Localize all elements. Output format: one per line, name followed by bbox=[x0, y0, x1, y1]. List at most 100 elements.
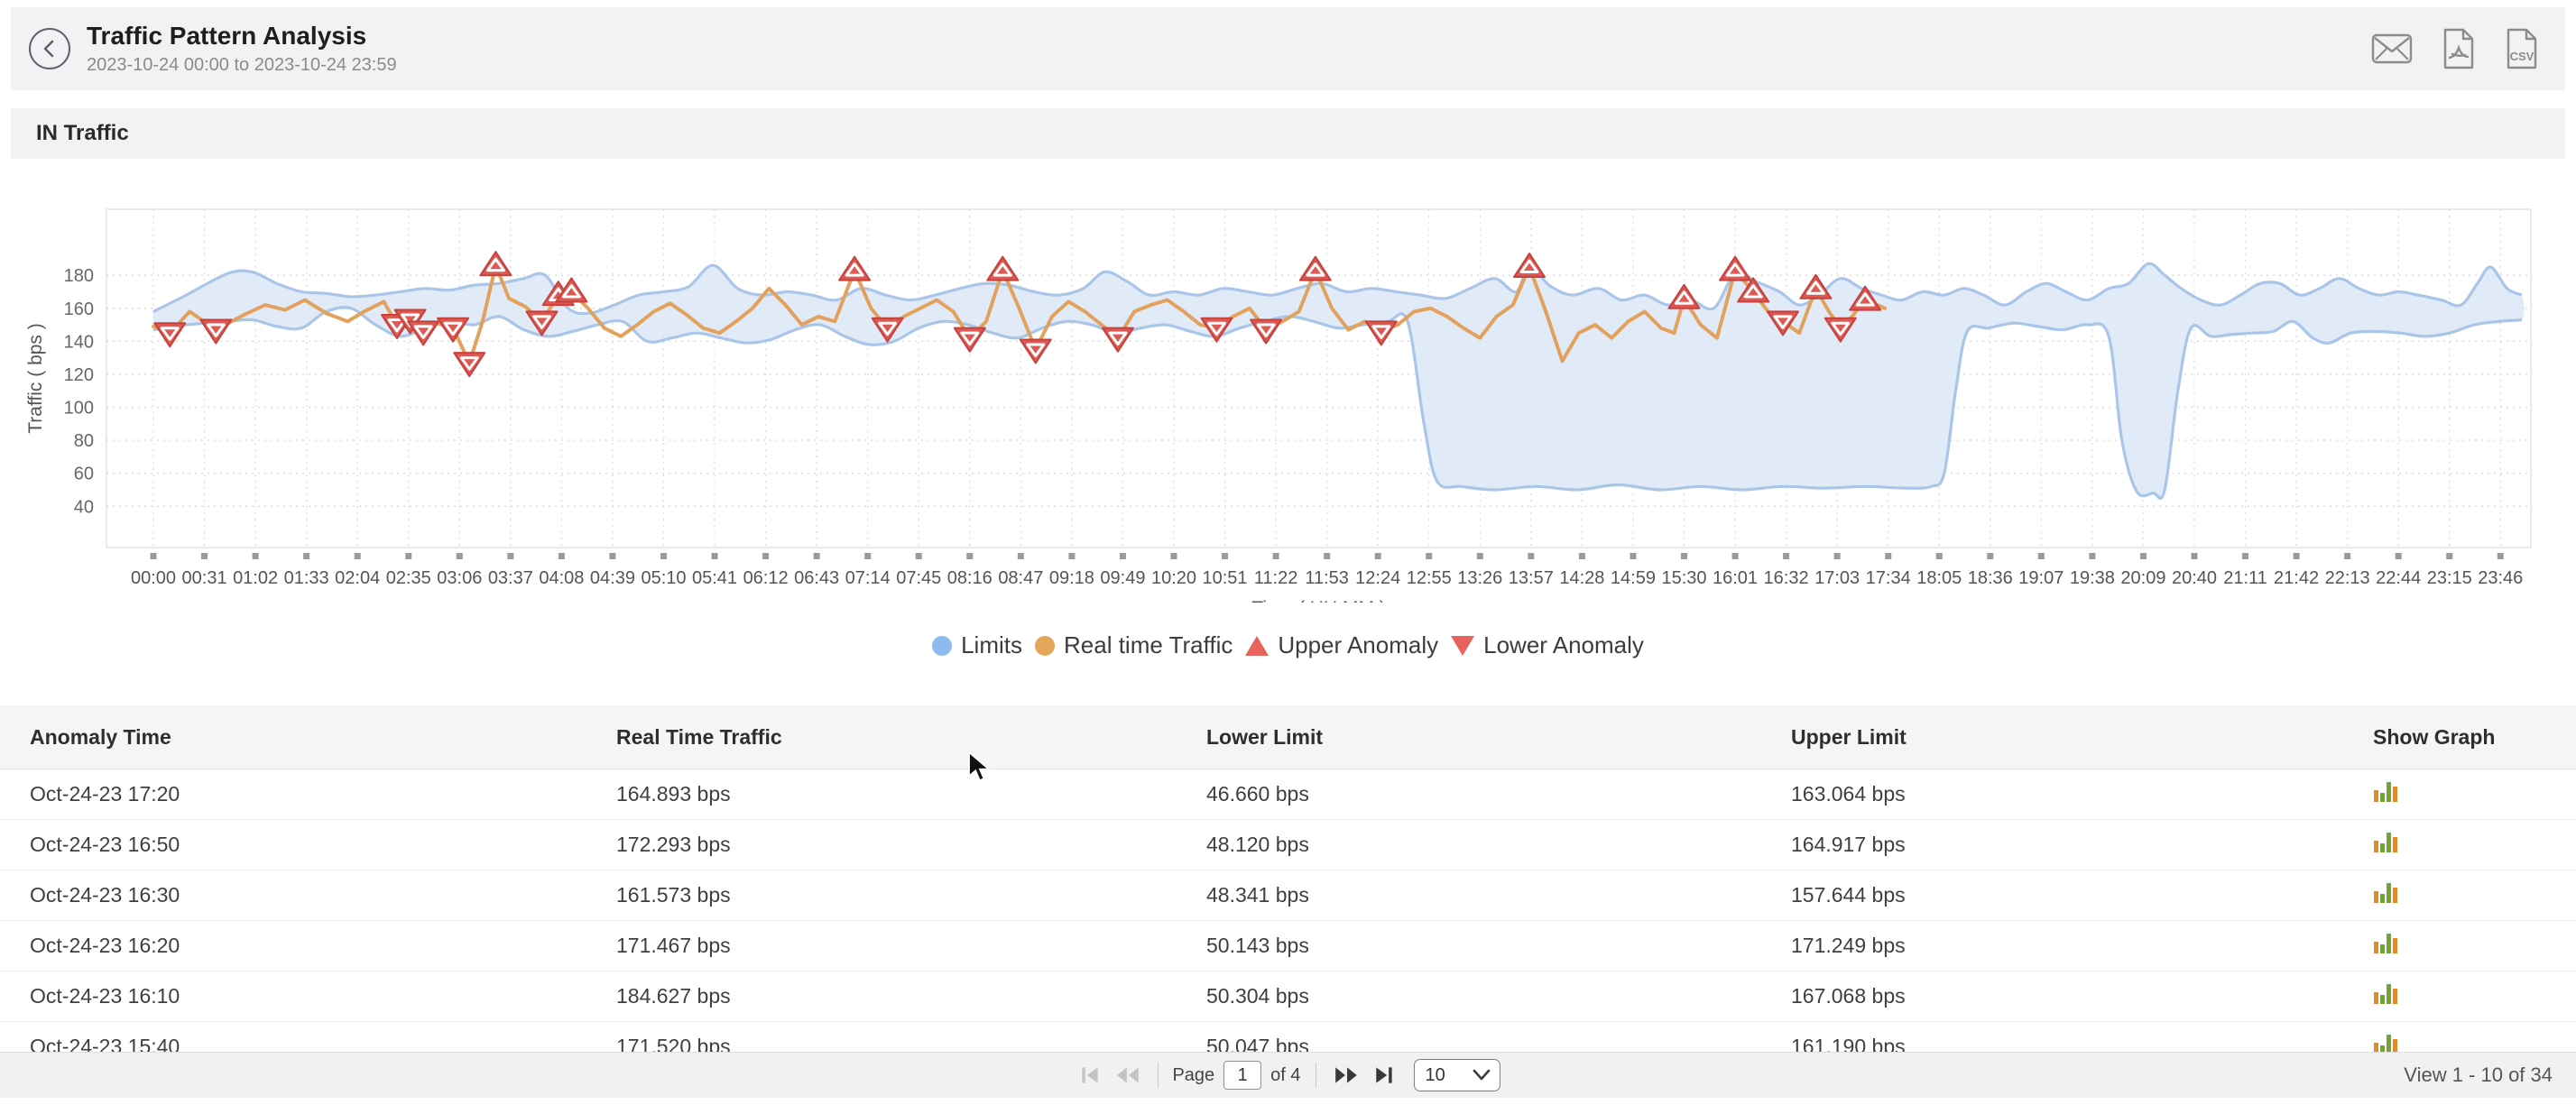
chart-legend: Limits Real time Traffic Upper Anomaly Lowe… bbox=[0, 631, 2576, 659]
upper-anomaly-marker bbox=[838, 255, 872, 281]
svg-text:07:14: 07:14 bbox=[845, 568, 891, 588]
lower-limit-cell: 50.047 bps bbox=[1177, 1021, 1761, 1052]
pagination-bar: Page of 4 10 View 1 - 10 of 34 bbox=[0, 1052, 2576, 1098]
upper-limit-cell: 163.064 bps bbox=[1761, 769, 2343, 820]
export-csv-icon[interactable]: CSV bbox=[2504, 28, 2540, 69]
anomaly-table-area: Anomaly Time Real Time Traffic Lower Lim… bbox=[0, 705, 2576, 1052]
lower-limit-cell: 50.143 bps bbox=[1177, 920, 1761, 971]
svg-text:23:46: 23:46 bbox=[2478, 568, 2523, 588]
anomaly-time-cell: Oct-24-23 16:30 bbox=[0, 870, 586, 921]
svg-text:160: 160 bbox=[64, 299, 94, 319]
svg-text:01:02: 01:02 bbox=[233, 568, 278, 588]
lower-limit-cell: 48.341 bps bbox=[1177, 870, 1761, 921]
upper-limit-cell: 157.644 bps bbox=[1761, 870, 2343, 921]
legend-item-real-time-traffic[interactable]: Real time Traffic bbox=[1035, 631, 1233, 659]
svg-text:00:00: 00:00 bbox=[131, 568, 176, 588]
legend-item-upper-anomaly[interactable]: Upper Anomaly bbox=[1245, 631, 1438, 659]
lower-limit-cell: 48.120 bps bbox=[1177, 819, 1761, 870]
chevron-left-icon bbox=[43, 40, 54, 58]
export-pdf-icon[interactable] bbox=[2441, 28, 2477, 69]
show-graph-button[interactable] bbox=[2373, 779, 2398, 804]
svg-text:03:37: 03:37 bbox=[488, 568, 533, 588]
anomaly-time-cell: Oct-24-23 15:40 bbox=[0, 1021, 586, 1052]
chevron-down-icon bbox=[1473, 1069, 1490, 1081]
show-graph-button[interactable] bbox=[2373, 880, 2398, 905]
show-graph-button[interactable] bbox=[2373, 981, 2398, 1006]
svg-text:22:13: 22:13 bbox=[2325, 568, 2370, 588]
svg-text:08:47: 08:47 bbox=[998, 568, 1043, 588]
svg-text:14:59: 14:59 bbox=[1611, 568, 1656, 588]
svg-text:02:04: 02:04 bbox=[335, 568, 380, 588]
pager-divider bbox=[1157, 1063, 1159, 1088]
page-size-select[interactable]: 10 bbox=[1413, 1059, 1500, 1091]
legend-label: Upper Anomaly bbox=[1278, 631, 1439, 658]
svg-text:22:44: 22:44 bbox=[2376, 568, 2421, 588]
page-number-input[interactable] bbox=[1223, 1061, 1262, 1090]
table-row: Oct-24-23 15:40 171.520 bps 50.047 bps 161.… bbox=[0, 1021, 2576, 1052]
table-row: Oct-24-23 16:10 184.627 bps 50.304 bps 167.… bbox=[0, 971, 2576, 1022]
legend-item-lower-anomaly[interactable]: Lower Anomaly bbox=[1451, 631, 1644, 659]
lower-anomaly-marker bbox=[1101, 327, 1134, 353]
upper-anomaly-marker bbox=[1513, 253, 1547, 279]
show-graph-button[interactable] bbox=[2373, 830, 2398, 854]
limits-legend-marker bbox=[932, 635, 953, 656]
anomaly-table: Anomaly Time Real Time Traffic Lower Lim… bbox=[0, 705, 2576, 1052]
upper-limit-cell: 161.190 bps bbox=[1761, 1021, 2343, 1052]
lower-anomaly-marker bbox=[437, 317, 470, 343]
svg-text:05:41: 05:41 bbox=[692, 568, 737, 588]
legend-label: Lower Anomaly bbox=[1483, 631, 1644, 658]
legend-label: Limits bbox=[961, 631, 1022, 658]
show-graph-cell bbox=[2343, 920, 2576, 971]
svg-text:18:36: 18:36 bbox=[1968, 568, 2013, 588]
email-report-icon[interactable] bbox=[2370, 32, 2414, 66]
table-row: Oct-24-23 16:30 161.573 bps 48.341 bps 157.… bbox=[0, 870, 2576, 921]
legend-item-limits[interactable]: Limits bbox=[932, 631, 1022, 659]
svg-text:40: 40 bbox=[74, 497, 94, 517]
upper-limit-cell: 167.068 bps bbox=[1761, 971, 2343, 1022]
legend-label: Real time Traffic bbox=[1064, 631, 1233, 658]
bar-chart-icon bbox=[2374, 782, 2397, 802]
show-graph-button[interactable] bbox=[2373, 931, 2398, 955]
section-title: IN Traffic bbox=[36, 121, 129, 145]
svg-text:10:51: 10:51 bbox=[1203, 568, 1248, 588]
svg-text:120: 120 bbox=[64, 365, 94, 385]
back-button[interactable] bbox=[29, 28, 70, 69]
svg-text:11:22: 11:22 bbox=[1254, 568, 1298, 588]
svg-text:16:32: 16:32 bbox=[1764, 568, 1809, 588]
anomaly-time-cell: Oct-24-23 17:20 bbox=[0, 769, 586, 820]
report-header: Traffic Pattern Analysis 2023-10-24 00:0… bbox=[11, 7, 2565, 90]
svg-text:20:40: 20:40 bbox=[2172, 568, 2217, 588]
lower-anomaly-marker bbox=[153, 322, 187, 348]
lower-anomaly-legend-marker bbox=[1451, 635, 1475, 656]
svg-text:09:18: 09:18 bbox=[1049, 568, 1094, 588]
col-header-anomaly-time: Anomaly Time bbox=[0, 705, 586, 769]
anomaly-time-cell: Oct-24-23 16:10 bbox=[0, 971, 586, 1022]
page-count-label: of 4 bbox=[1270, 1064, 1301, 1085]
real-time-traffic-cell: 161.573 bps bbox=[586, 870, 1177, 921]
lower-anomaly-marker bbox=[453, 352, 486, 378]
show-graph-button[interactable] bbox=[2373, 1032, 2398, 1052]
last-page-button[interactable] bbox=[1371, 1062, 1398, 1089]
traffic-pattern-chart: 40 60 80 100 120 140 160 180 00:00 00:31 01:02 01:3… bbox=[0, 170, 2576, 619]
svg-text:21:42: 21:42 bbox=[2274, 568, 2319, 588]
svg-text:12:24: 12:24 bbox=[1355, 568, 1400, 588]
upper-anomaly-marker bbox=[1298, 255, 1332, 281]
lower-limit-cell: 50.304 bps bbox=[1177, 971, 1761, 1022]
next-page-button[interactable] bbox=[1331, 1062, 1362, 1089]
svg-text:19:07: 19:07 bbox=[2018, 568, 2064, 588]
first-page-button[interactable] bbox=[1076, 1062, 1103, 1089]
svg-text:04:08: 04:08 bbox=[539, 568, 584, 588]
upper-anomaly-marker bbox=[1719, 255, 1752, 281]
svg-text:100: 100 bbox=[64, 399, 94, 419]
svg-text:08:16: 08:16 bbox=[947, 568, 993, 588]
lower-anomaly-marker bbox=[199, 318, 233, 345]
show-graph-cell bbox=[2343, 870, 2576, 921]
svg-text:CSV: CSV bbox=[2510, 50, 2534, 63]
previous-page-button[interactable] bbox=[1112, 1062, 1142, 1089]
lower-limit-cell: 46.660 bps bbox=[1177, 769, 1761, 820]
real-time-traffic-cell: 164.893 bps bbox=[586, 769, 1177, 820]
svg-text:07:45: 07:45 bbox=[896, 568, 941, 588]
show-graph-cell bbox=[2343, 819, 2576, 870]
svg-text:03:06: 03:06 bbox=[437, 568, 482, 588]
upper-anomaly-legend-marker bbox=[1245, 635, 1270, 656]
